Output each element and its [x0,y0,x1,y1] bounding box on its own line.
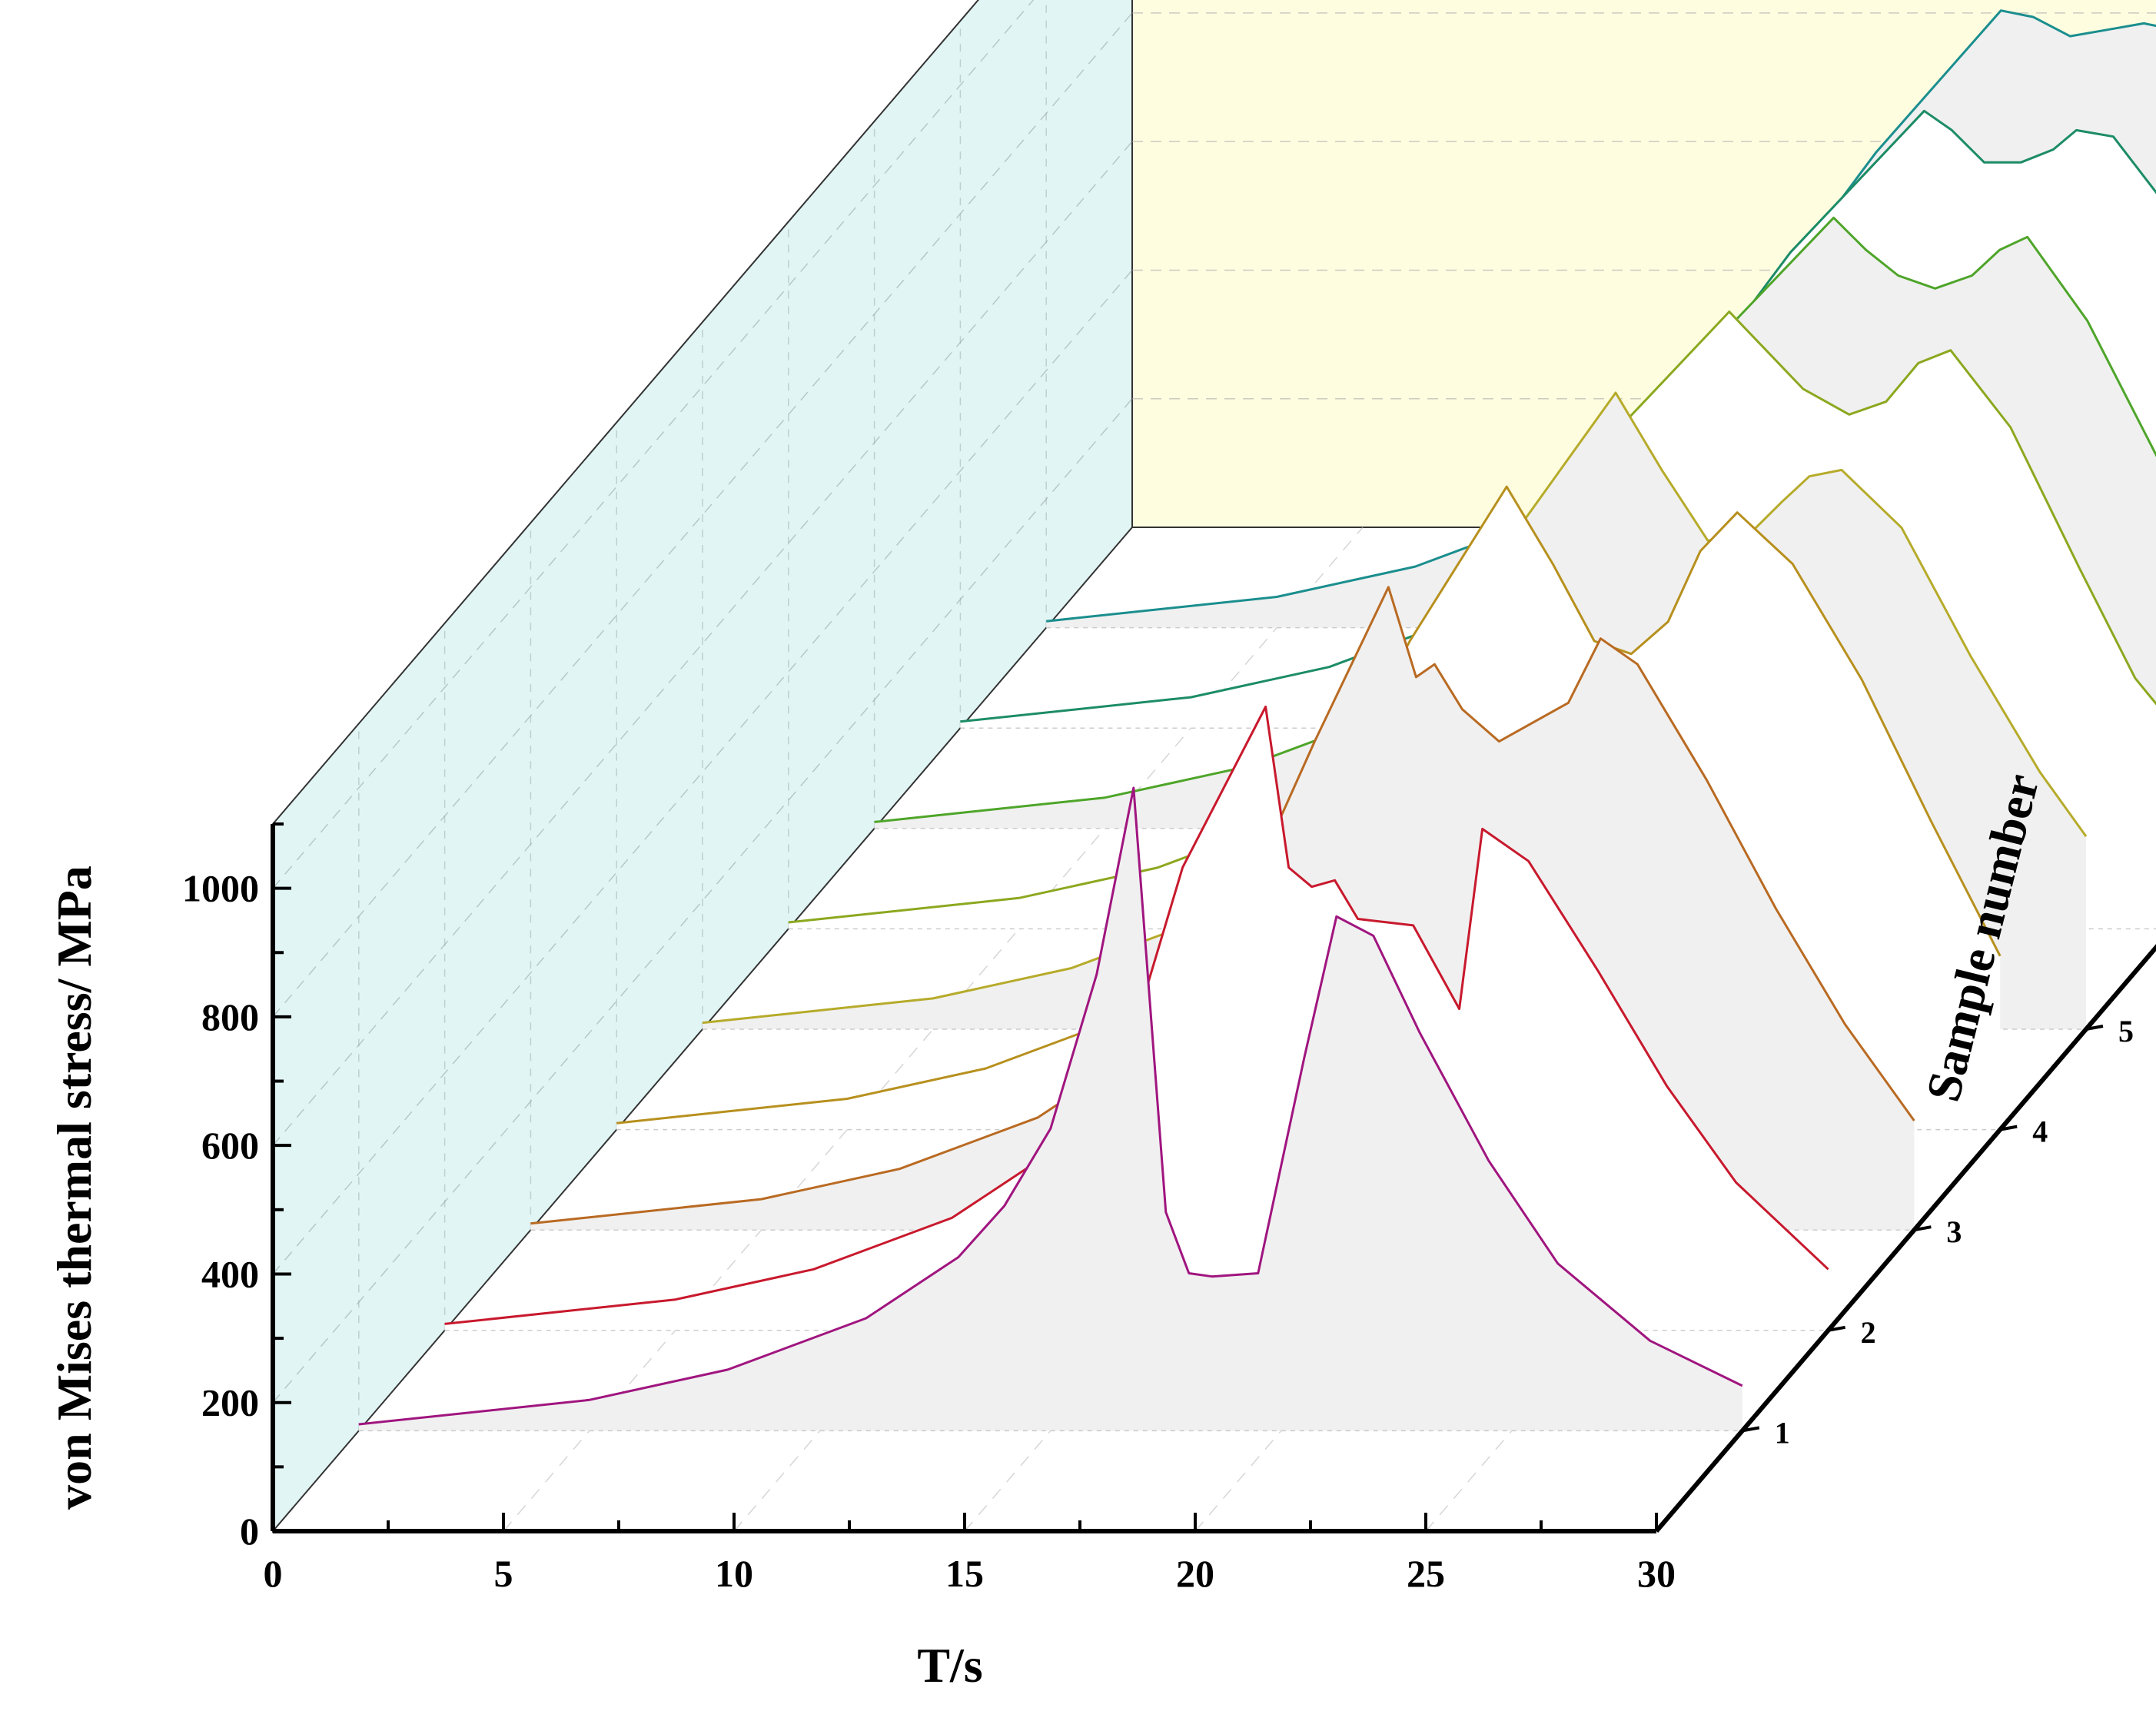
x-tick-label: 30 [1637,1552,1676,1595]
x-tick-label: 10 [715,1552,753,1595]
z-tick [2085,1025,2104,1031]
y-tick-label: 600 [201,1124,259,1167]
x-tick-label: 15 [945,1552,984,1595]
z-tick [1999,1125,2018,1131]
z-tick [1828,1325,1845,1332]
z-tick-label: 3 [1946,1214,1962,1249]
series-1-line [358,786,1743,1426]
series-1-fill [358,788,1742,1431]
y-tick-label: 0 [240,1510,259,1553]
z-tick [1742,1426,1760,1433]
z-tick-label: 5 [2118,1014,2134,1048]
y-tick-label: 200 [201,1381,259,1424]
series-3-line [530,586,1915,1225]
x-tick-label: 0 [264,1552,283,1595]
chart-axes [271,822,2156,1533]
x-tick-label: 5 [494,1552,513,1595]
series-2-line [444,706,1829,1325]
z-tick [1914,1225,1932,1232]
series-ribbons [358,9,2156,1432]
z-tick-label: 2 [1861,1315,1876,1350]
tick-labels: 05101520253002004006008001000123456789 [182,867,2134,1595]
x-tick-label: 25 [1407,1552,1445,1595]
y-tick-label: 1000 [182,867,259,910]
y-tick-label: 800 [201,995,259,1038]
z-tick-label: 4 [2032,1115,2048,1149]
x-axis-title: T/s [917,1638,982,1693]
z-tick-label: 1 [1775,1415,1790,1450]
x-tick-label: 20 [1176,1552,1214,1595]
y-axis-title: von Mises thermal stress/ MPa [47,865,101,1510]
y-tick-label: 400 [201,1252,259,1295]
